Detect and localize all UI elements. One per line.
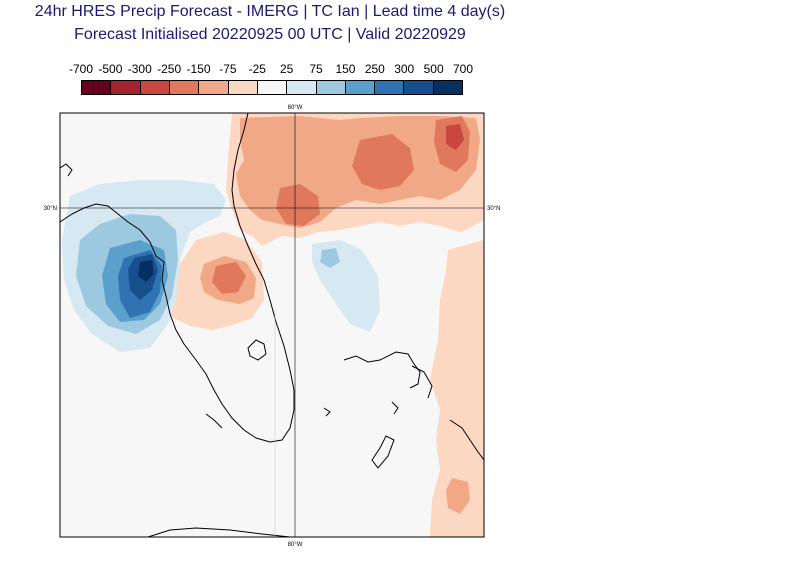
longitude-label-top: 80°W <box>288 105 303 111</box>
colorbar-tick-label: 700 <box>452 62 474 76</box>
colorbar-tick-label: 500 <box>423 62 444 76</box>
colorbar-swatch <box>345 81 376 94</box>
precip-area-minus-150-to-250 <box>276 184 320 226</box>
coastline-cuba <box>147 527 291 537</box>
colorbar-tick-label: -700 <box>68 62 94 76</box>
colorbar-tick-label: -500 <box>98 62 123 76</box>
colorbar-swatch <box>257 81 288 94</box>
colorbar-swatch <box>140 81 170 94</box>
map-title: 24hr HRES Precip Forecast - IMERG | TC I… <box>34 3 506 20</box>
coastlines <box>60 113 484 537</box>
precip-area-minus-150-to-250 <box>352 134 414 190</box>
precip-area-minus-150-to-250 <box>212 262 246 294</box>
coastline-gulf-florida <box>60 113 295 443</box>
latitude-label-left: 30°N <box>44 206 57 212</box>
precip-area-75-to-150 <box>320 248 340 268</box>
coastline-bahamas <box>323 407 331 417</box>
colorbar-swatch <box>287 81 317 94</box>
colorbar-tick-label: 25 <box>280 62 294 76</box>
colorbar-swatch <box>228 81 258 94</box>
colorbar-swatch <box>404 81 434 94</box>
colorbar-swatch <box>82 81 112 94</box>
precip-area-minus-75-to-150 <box>446 478 470 514</box>
colorbar-tick-label: -75 <box>219 62 237 76</box>
colorbar-swatch <box>169 81 200 94</box>
precip-area-500-to-700 <box>138 260 154 282</box>
coastline-panhandle <box>60 163 73 177</box>
precip-area-minus-250-to-300 <box>446 124 464 150</box>
coastline-bahamas <box>343 351 421 389</box>
colorbar-swatch <box>111 81 141 94</box>
colorbar-tick-label: -250 <box>157 62 182 76</box>
colorbar-tick-label: 150 <box>335 62 356 76</box>
colorbar <box>81 80 463 95</box>
colorbar-tick-label: -300 <box>127 62 152 76</box>
precip-area-minus-25-to-75 <box>430 240 484 537</box>
map-frame <box>59 112 485 538</box>
coastline-hispaniola <box>449 419 484 461</box>
longitude-label-bottom: 80°W <box>288 542 303 548</box>
colorbar-tick-label: 300 <box>394 62 415 76</box>
colorbar-tick-label: 75 <box>309 62 323 76</box>
colorbar-swatch <box>375 81 405 94</box>
colorbar-swatch <box>433 81 463 94</box>
coastline-bahamas-south <box>371 435 395 469</box>
precip-field <box>62 113 484 537</box>
colorbar-tick-label: -25 <box>248 62 266 76</box>
colorbar-tick-label: -150 <box>186 62 211 76</box>
coastline-bahamas <box>411 365 433 399</box>
coastline-keys <box>205 413 223 429</box>
coastline-lake-okeechobee <box>247 339 267 361</box>
coastline-bahamas <box>391 401 399 415</box>
colorbar-swatch <box>316 81 346 94</box>
latitude-label-right: 30°N <box>487 206 500 212</box>
colorbar-swatch <box>199 81 229 94</box>
colorbar-tick-label: 250 <box>364 62 385 76</box>
colorbar-labels: -700 -500 -300 -250 -150 -75 -25 25 75 150 250 300 5… <box>62 62 482 78</box>
map-subtitle: Forecast Initialised 20220925 00 UTC | V… <box>74 26 466 43</box>
